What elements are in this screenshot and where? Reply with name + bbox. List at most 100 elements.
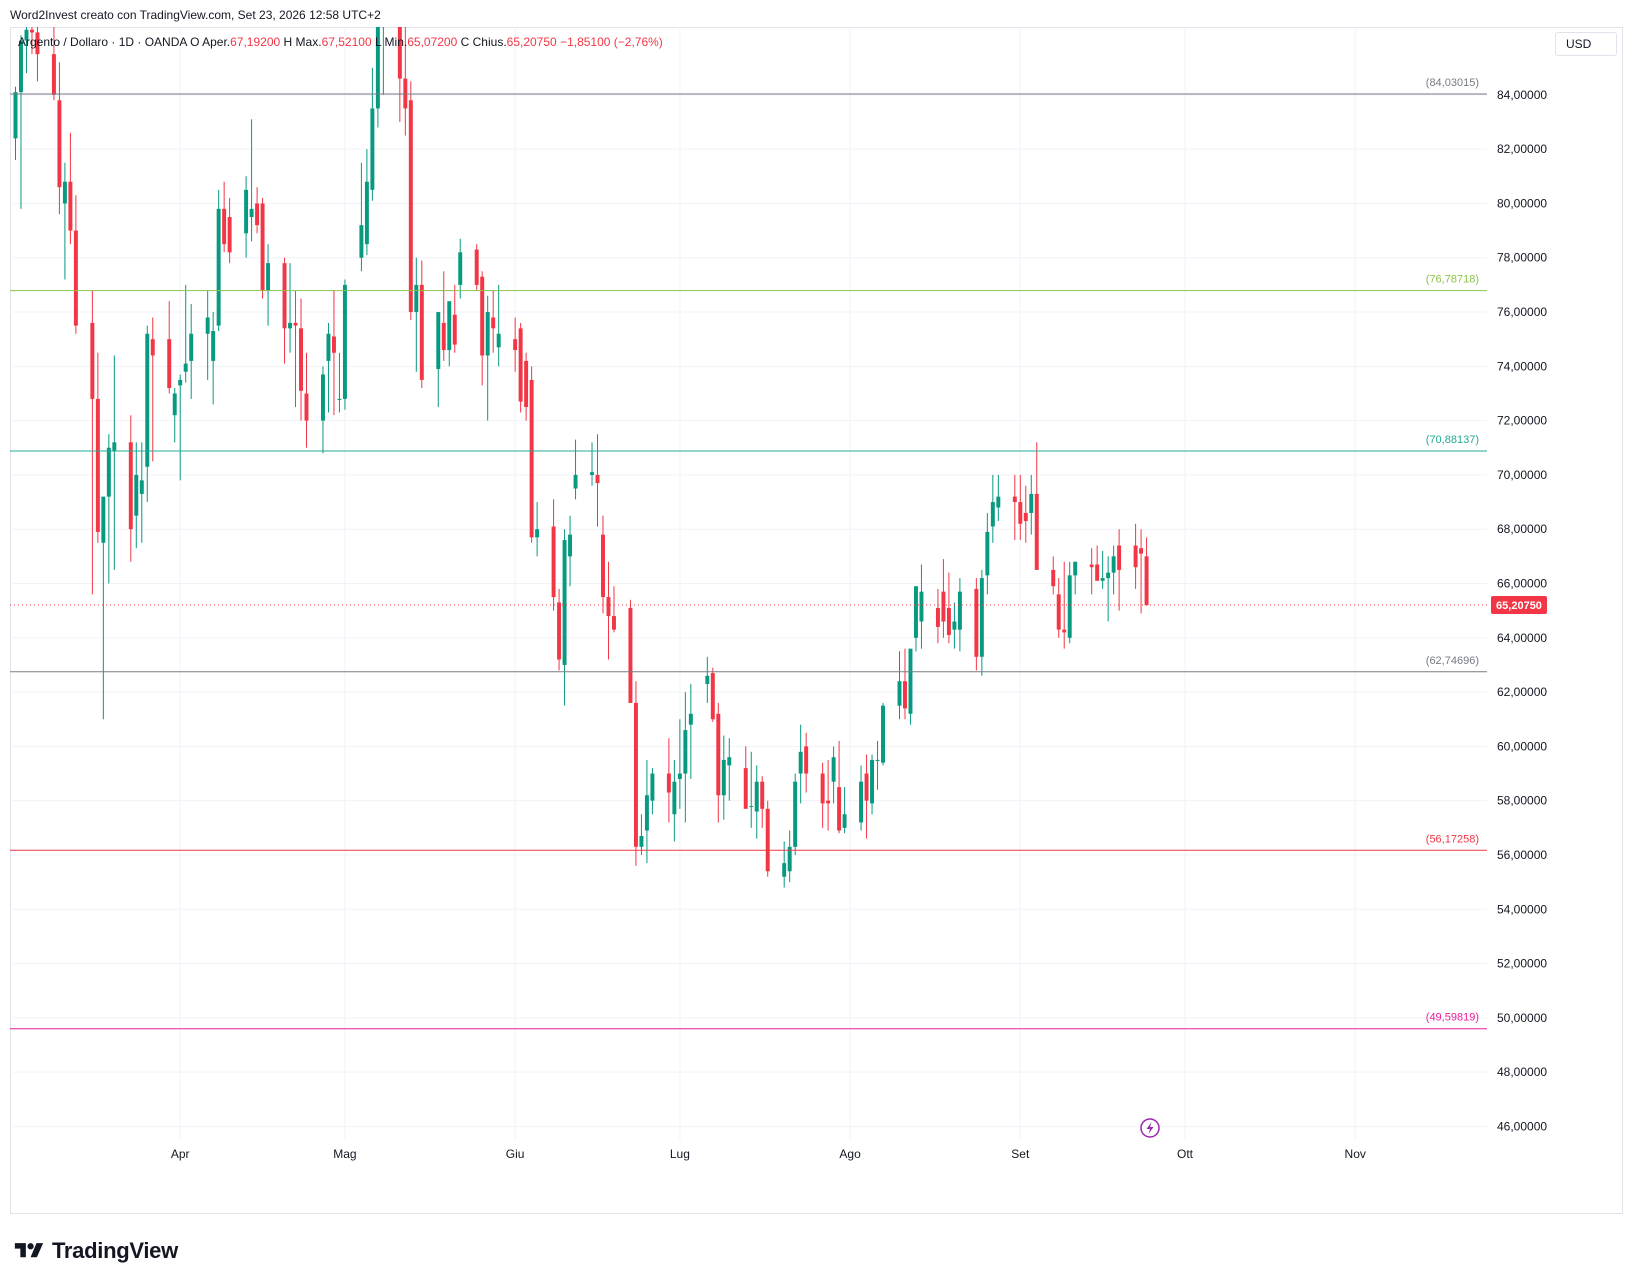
candle-body (216, 208, 221, 326)
candle-body (743, 768, 748, 809)
candle-body (710, 673, 715, 720)
candle-body (183, 363, 188, 372)
candle-body (24, 29, 29, 41)
candle-body (408, 100, 413, 313)
close-value: 65,20750 (506, 35, 557, 49)
y-tick-label: 72,00000 (1497, 414, 1547, 428)
candle-body (990, 502, 995, 527)
candle-body (793, 781, 798, 847)
candle-body (568, 534, 573, 557)
candle-body (95, 398, 100, 532)
candle-body (288, 322, 293, 329)
candle-body (875, 759, 880, 761)
candle-body (864, 773, 869, 801)
candle-body (941, 591, 946, 622)
y-tick-label: 64,00000 (1497, 631, 1547, 645)
candle-body (524, 360, 529, 408)
x-tick-label: Nov (1345, 1147, 1366, 1161)
candle-body (57, 100, 62, 188)
candle-body (293, 322, 298, 326)
ohlc-legend: Argento / Dollaro · 1D · OANDA O Aper.67… (18, 35, 663, 49)
candle-body (260, 203, 265, 291)
y-tick-label: 80,00000 (1497, 196, 1547, 210)
candles-group (13, 27, 1149, 888)
candle-body (1073, 561, 1078, 576)
candle-body (342, 284, 347, 399)
open-label: Aper. (202, 35, 231, 49)
chart-frame (10, 27, 1623, 1214)
candle-body (101, 496, 106, 543)
candle-body (441, 322, 446, 351)
candle-body (227, 217, 232, 253)
candle-body (754, 781, 759, 812)
candle-body (870, 759, 875, 804)
x-tick-label: Giu (506, 1147, 525, 1161)
tradingview-logo[interactable]: TradingView (12, 1237, 178, 1265)
candle-body (13, 92, 18, 139)
candle-body (1089, 564, 1094, 568)
candle-body (299, 328, 303, 391)
candle-body (952, 621, 957, 630)
candle-body (535, 529, 540, 538)
candle-body (90, 322, 95, 399)
y-tick-label: 84,00000 (1497, 88, 1547, 102)
candle-body (612, 616, 616, 630)
candle-body (919, 591, 924, 622)
candle-body (644, 795, 649, 831)
candle-body (112, 442, 117, 451)
candle-body (595, 474, 600, 484)
candle-body (782, 863, 787, 877)
candle-body (1023, 512, 1028, 522)
y-tick-label: 66,00000 (1497, 577, 1547, 591)
x-tick-label: Set (1011, 1147, 1030, 1161)
candle-body (1139, 548, 1144, 554)
candle-body (628, 607, 633, 703)
candle-body (35, 32, 40, 55)
x-tick-label: Ago (839, 1147, 861, 1161)
candle-body (601, 534, 605, 598)
candle-body (1056, 594, 1061, 630)
candle-body (606, 597, 611, 617)
high-letter: H (283, 35, 293, 49)
horizontal-level-label: (84,03015) (1426, 77, 1479, 89)
candle-body (255, 203, 260, 226)
y-tick-label: 68,00000 (1497, 522, 1547, 536)
candle-body (172, 393, 177, 416)
candle-body (222, 208, 227, 245)
currency-selector[interactable]: USD (1555, 32, 1617, 56)
y-tick-label: 78,00000 (1497, 251, 1547, 265)
low-letter: L (374, 35, 382, 49)
candle-body (881, 705, 885, 763)
candle-body (249, 208, 254, 218)
candle-body (721, 759, 726, 796)
candle-body (518, 328, 523, 402)
candle-body (551, 526, 556, 598)
candle-body (1111, 556, 1116, 573)
candle-body (1117, 545, 1122, 570)
candle-body (480, 276, 485, 356)
candle-body (859, 781, 864, 823)
candle-body (705, 675, 710, 684)
candle-body (397, 27, 402, 79)
y-tick-label: 56,00000 (1497, 848, 1547, 862)
candle-body (1018, 502, 1023, 524)
y-tick-label: 74,00000 (1497, 359, 1547, 373)
candle-body (331, 336, 336, 353)
close-label: Chius. (472, 35, 507, 49)
y-tick-label: 76,00000 (1497, 305, 1547, 319)
chart-caption: Word2Invest creato con TradingView.com, … (10, 8, 381, 22)
horizontal-level-label: (70,88137) (1426, 434, 1479, 446)
candle-body (1100, 578, 1105, 581)
candle-body (134, 474, 139, 516)
candle-body (205, 317, 210, 334)
candle-body (1034, 493, 1039, 570)
candle-body (842, 814, 847, 828)
candle-body (688, 713, 693, 725)
open-value: 67,19200 (230, 35, 281, 49)
lightning-event-icon[interactable] (1140, 1118, 1160, 1138)
x-tick-label: Lug (670, 1147, 690, 1161)
candle-body (666, 773, 671, 793)
horizontal-level-label: (49,59819) (1426, 1012, 1479, 1024)
candle-body (985, 531, 990, 576)
